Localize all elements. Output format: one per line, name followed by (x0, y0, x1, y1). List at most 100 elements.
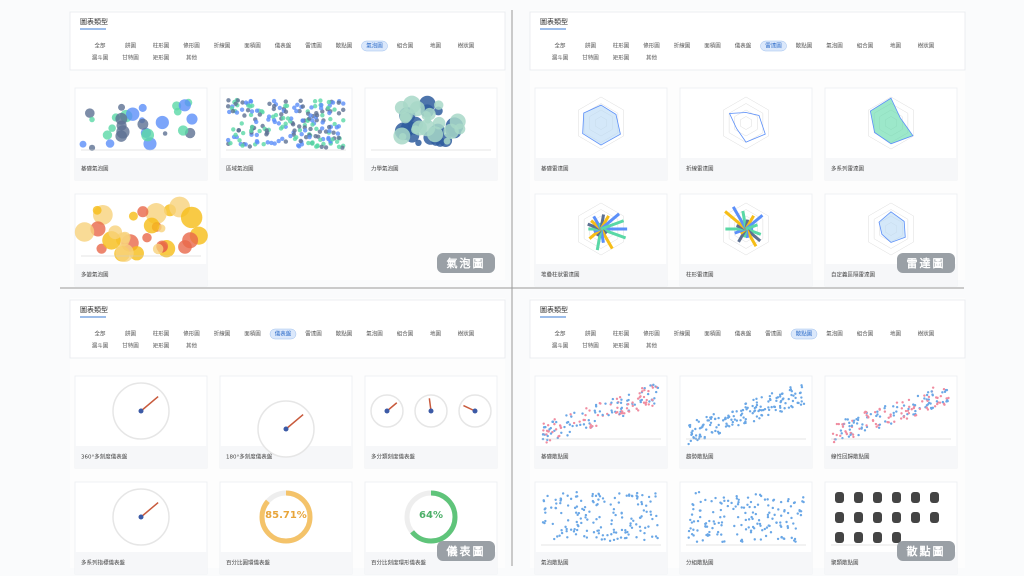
scatter-point (831, 432, 835, 436)
category-tab[interactable]: 柱形圖 (153, 330, 170, 338)
scatter-point (892, 405, 895, 408)
category-tab[interactable]: 雷達圖 (305, 42, 322, 50)
category-tab[interactable]: 全部 (94, 42, 106, 50)
card-label: 折線雷達圖 (686, 165, 714, 173)
category-tab[interactable]: 組合圖 (857, 330, 874, 338)
category-tab[interactable]: 其他 (646, 54, 658, 62)
category-tab[interactable]: 甘特圖 (582, 342, 599, 350)
scatter-point (746, 406, 749, 410)
scatter-point (748, 505, 751, 509)
category-tab[interactable]: 散點圖 (336, 42, 353, 50)
category-tab[interactable]: 其他 (186, 342, 198, 350)
scatter-point (694, 434, 698, 437)
category-tab[interactable]: 柱形圖 (153, 42, 170, 50)
category-tab[interactable]: 折線圖 (214, 330, 231, 338)
category-tab[interactable]: 柱形圖 (613, 42, 630, 50)
scatter-point (742, 506, 746, 509)
category-tab[interactable]: 樹狀圖 (918, 42, 935, 50)
scatter-point (926, 399, 929, 403)
category-tab[interactable]: 餅圖 (125, 330, 137, 338)
category-tab[interactable]: 組合圖 (397, 42, 414, 50)
category-tab[interactable]: 折線圖 (214, 42, 231, 50)
category-tab[interactable]: 全部 (554, 42, 566, 50)
category-tab[interactable]: 其他 (646, 342, 658, 350)
category-tab[interactable]: 漏斗圖 (92, 54, 109, 62)
scatter-point (844, 418, 847, 421)
scatter-point (749, 500, 753, 504)
bubble (225, 104, 231, 109)
category-tab[interactable]: 氣泡圖 (826, 330, 843, 338)
radar-grid (583, 209, 619, 249)
category-tab[interactable]: 儀表盤 (735, 42, 752, 50)
scatter-point (644, 403, 648, 406)
category-tab[interactable]: 全部 (554, 330, 566, 338)
category-tab[interactable]: 其他 (186, 54, 198, 62)
category-tab[interactable]: 樹狀圖 (458, 330, 475, 338)
category-tab[interactable]: 組合圖 (857, 42, 874, 50)
category-tab[interactable]: 地圖 (890, 42, 902, 50)
category-tab[interactable]: 矩形圖 (153, 342, 170, 350)
category-tab[interactable]: 儀表盤 (735, 330, 752, 338)
category-tab[interactable]: 樹狀圖 (918, 330, 935, 338)
category-tab[interactable]: 漏斗圖 (552, 54, 569, 62)
scatter-point (558, 434, 561, 438)
category-tab[interactable]: 氣泡圖 (366, 330, 383, 338)
bubble (281, 115, 286, 121)
category-tab[interactable]: 面積圖 (704, 330, 721, 338)
category-tab[interactable]: 折線圖 (674, 42, 691, 50)
category-tab[interactable]: 漏斗圖 (92, 342, 109, 350)
category-tab[interactable]: 面積圖 (244, 330, 261, 338)
category-tab[interactable]: 條形圖 (183, 42, 200, 50)
category-tab[interactable]: 條形圖 (643, 330, 660, 338)
category-tab[interactable]: 組合圖 (397, 330, 414, 338)
scatter-point (619, 536, 623, 539)
thumbnail-graphic (578, 202, 628, 256)
card-label: 區域氣泡圖 (226, 165, 254, 173)
thumbnail-graphic (578, 96, 624, 150)
category-tab[interactable]: 散點圖 (796, 42, 813, 50)
category-tab[interactable]: 面積圖 (704, 42, 721, 50)
category-tab[interactable]: 地圖 (430, 42, 442, 50)
scatter-point (560, 529, 563, 532)
thumbnail-graphic (686, 490, 806, 546)
category-tab[interactable]: 雷達圖 (305, 330, 322, 338)
scatter-point (933, 405, 937, 408)
category-tab[interactable]: 樹狀圖 (458, 42, 475, 50)
category-tab[interactable]: 餅圖 (585, 330, 597, 338)
gauge-value: 85.71% (265, 510, 307, 521)
category-tab[interactable]: 矩形圖 (613, 54, 630, 62)
scatter-point (598, 495, 602, 498)
category-tab[interactable]: 甘特圖 (122, 342, 139, 350)
category-tab[interactable]: 儀表盤 (275, 330, 292, 338)
scatter-point (744, 417, 748, 421)
category-tab[interactable]: 條形圖 (643, 42, 660, 50)
category-tab[interactable]: 散點圖 (336, 330, 353, 338)
category-tab[interactable]: 餅圖 (125, 42, 137, 50)
category-tab[interactable]: 折線圖 (674, 330, 691, 338)
bubble (240, 100, 245, 105)
category-tab[interactable]: 漏斗圖 (552, 342, 569, 350)
category-tab[interactable]: 面積圖 (244, 42, 261, 50)
category-tab[interactable]: 全部 (94, 330, 106, 338)
scatter-point (647, 525, 650, 528)
category-tab[interactable]: 柱形圖 (613, 330, 630, 338)
scatter-point (781, 398, 784, 401)
category-tab[interactable]: 條形圖 (183, 330, 200, 338)
category-tab[interactable]: 雷達圖 (765, 330, 782, 338)
category-tab[interactable]: 散點圖 (796, 330, 813, 338)
category-tab[interactable]: 儀表盤 (275, 42, 292, 50)
category-tab[interactable]: 矩形圖 (153, 54, 170, 62)
category-tab[interactable]: 地圖 (430, 330, 442, 338)
bubble (250, 103, 255, 108)
category-tab[interactable]: 地圖 (890, 330, 902, 338)
category-tab[interactable]: 餅圖 (585, 42, 597, 50)
category-tab[interactable]: 雷達圖 (765, 42, 782, 50)
header (69, 11, 506, 71)
scatter-point (841, 425, 845, 428)
category-tab[interactable]: 甘特圖 (122, 54, 139, 62)
category-tab[interactable]: 氣泡圖 (826, 42, 843, 50)
category-tab[interactable]: 甘特圖 (582, 54, 599, 62)
category-tab[interactable]: 矩形圖 (613, 342, 630, 350)
category-tab[interactable]: 氣泡圖 (366, 42, 383, 50)
scatter-point (799, 403, 803, 406)
